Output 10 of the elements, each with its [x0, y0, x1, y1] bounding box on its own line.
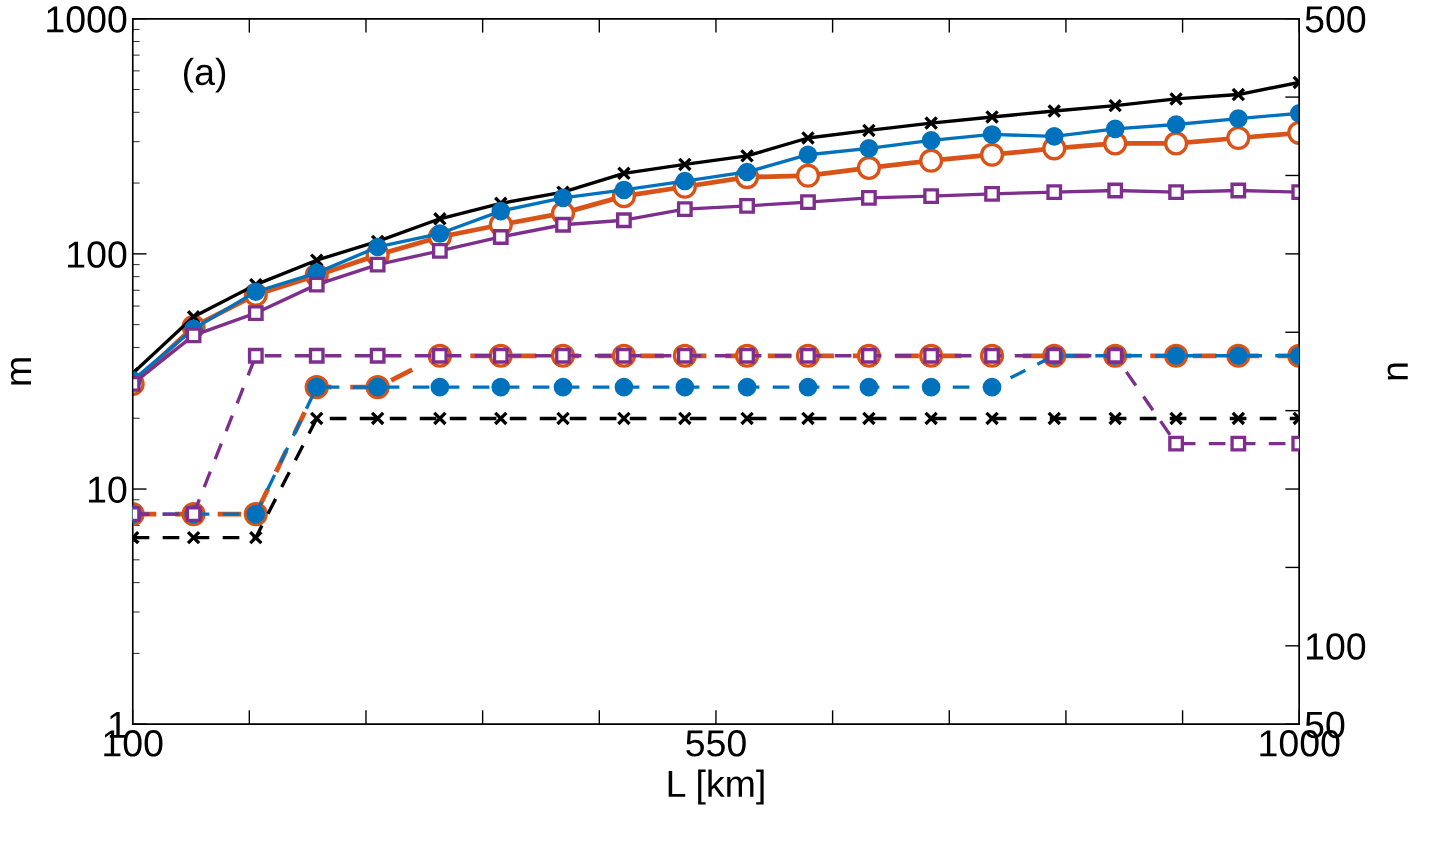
x-tick-label: 550: [686, 730, 746, 757]
annotation: (a): [183, 57, 226, 93]
y2-axis-title: n: [1387, 363, 1408, 380]
y2-tick-label: 500: [1305, 6, 1366, 33]
y-tick-label: 1000: [47, 6, 127, 33]
y-axis-title: m: [10, 358, 32, 385]
y2-tick-label: 100: [1306, 633, 1366, 660]
y-tick-label: 100: [68, 241, 127, 268]
y-tick-label: 10: [88, 476, 127, 503]
x-axis-title: L [km]: [668, 769, 764, 805]
